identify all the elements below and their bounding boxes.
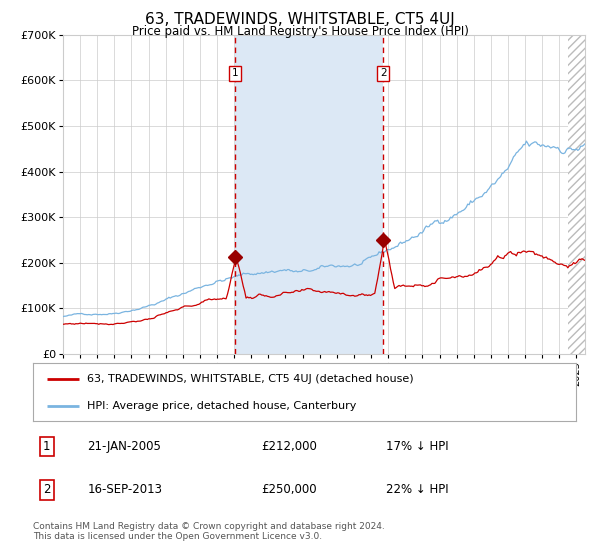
Text: 63, TRADEWINDS, WHITSTABLE, CT5 4UJ: 63, TRADEWINDS, WHITSTABLE, CT5 4UJ (145, 12, 455, 27)
Text: HPI: Average price, detached house, Canterbury: HPI: Average price, detached house, Cant… (88, 400, 356, 410)
Text: Price paid vs. HM Land Registry's House Price Index (HPI): Price paid vs. HM Land Registry's House … (131, 25, 469, 38)
Text: 1: 1 (43, 440, 50, 453)
Bar (568, 35, 585, 354)
Bar (235, 35, 383, 354)
Text: 17% ↓ HPI: 17% ↓ HPI (386, 440, 449, 453)
Text: 22% ↓ HPI: 22% ↓ HPI (386, 483, 449, 496)
Text: 16-SEP-2013: 16-SEP-2013 (88, 483, 162, 496)
Text: 63, TRADEWINDS, WHITSTABLE, CT5 4UJ (detached house): 63, TRADEWINDS, WHITSTABLE, CT5 4UJ (det… (88, 374, 414, 384)
Text: 2: 2 (43, 483, 50, 496)
Text: 21-JAN-2005: 21-JAN-2005 (88, 440, 161, 453)
Text: 2: 2 (380, 68, 386, 78)
Text: £212,000: £212,000 (261, 440, 317, 453)
Text: 1: 1 (232, 68, 238, 78)
Text: Contains HM Land Registry data © Crown copyright and database right 2024.
This d: Contains HM Land Registry data © Crown c… (33, 522, 385, 542)
Text: £250,000: £250,000 (261, 483, 317, 496)
